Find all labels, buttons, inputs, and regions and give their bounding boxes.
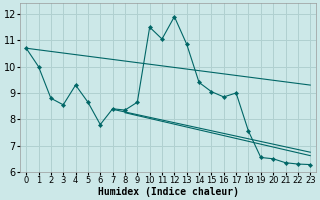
X-axis label: Humidex (Indice chaleur): Humidex (Indice chaleur)	[98, 186, 239, 197]
